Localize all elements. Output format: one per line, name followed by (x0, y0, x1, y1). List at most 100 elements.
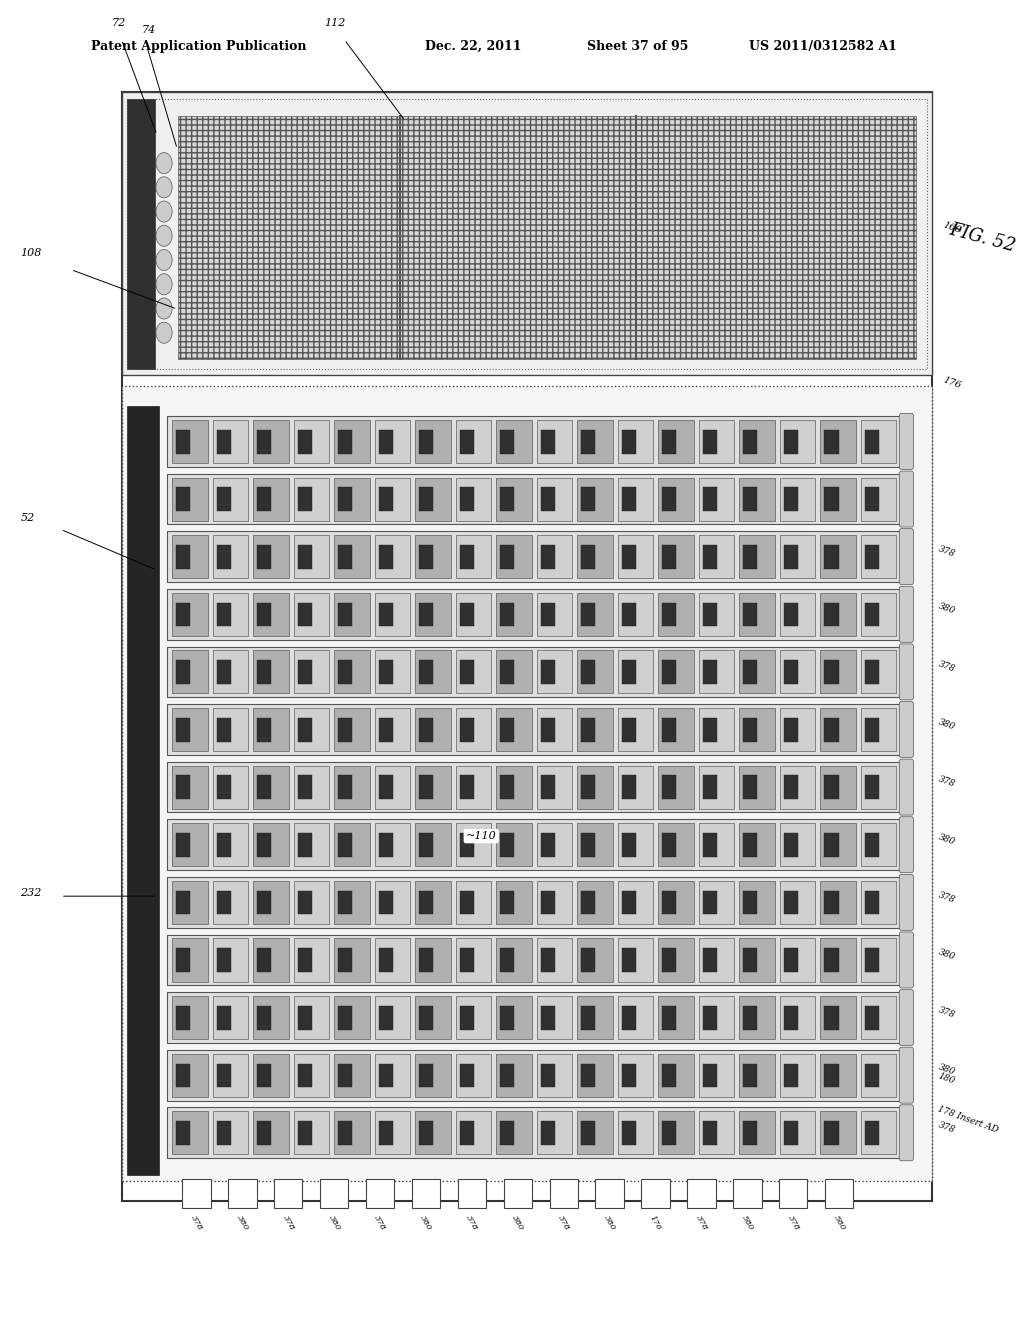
Bar (334, 478, 370, 520)
Bar (419, 660, 433, 684)
Bar (419, 833, 433, 857)
Bar (663, 891, 677, 915)
Bar (415, 651, 451, 693)
Bar (217, 1064, 230, 1088)
Bar (338, 948, 352, 972)
Bar (743, 891, 758, 915)
Bar (739, 535, 775, 578)
Bar (460, 430, 474, 454)
Bar (622, 833, 636, 857)
Bar (334, 997, 370, 1039)
Bar (537, 593, 572, 636)
Bar (698, 535, 734, 578)
Bar (780, 478, 815, 520)
Bar (780, 535, 815, 578)
Text: 176: 176 (942, 375, 963, 391)
Bar (213, 939, 248, 982)
FancyBboxPatch shape (899, 586, 913, 643)
Bar (172, 939, 208, 982)
Bar (122, 92, 932, 1201)
Bar (460, 603, 474, 627)
Bar (622, 1006, 636, 1030)
Bar (176, 833, 190, 857)
Bar (294, 997, 330, 1039)
Bar (541, 1064, 555, 1088)
Bar (298, 718, 312, 742)
Bar (663, 775, 677, 799)
Bar (456, 997, 492, 1039)
Bar (702, 1064, 717, 1088)
Bar (865, 1121, 879, 1144)
Text: 580: 580 (831, 1214, 847, 1233)
Bar (501, 833, 514, 857)
Bar (213, 1053, 248, 1097)
Bar (257, 1064, 271, 1088)
Bar (501, 891, 514, 915)
Bar (537, 478, 572, 520)
Bar (458, 1179, 486, 1208)
Bar (820, 1111, 856, 1155)
Bar (178, 116, 916, 359)
Bar (578, 1111, 613, 1155)
Bar (379, 891, 393, 915)
Text: 380: 380 (937, 833, 956, 846)
Bar (865, 775, 879, 799)
Text: 108: 108 (20, 248, 42, 259)
Bar (172, 766, 208, 809)
Bar (497, 939, 531, 982)
Bar (419, 1121, 433, 1144)
Bar (541, 603, 555, 627)
Bar (497, 880, 531, 924)
Bar (698, 1053, 734, 1097)
Bar (415, 593, 451, 636)
Bar (820, 939, 856, 982)
Bar (419, 1006, 433, 1030)
Bar (622, 775, 636, 799)
Bar (820, 420, 856, 463)
FancyBboxPatch shape (899, 413, 913, 470)
Bar (783, 603, 798, 627)
Bar (294, 535, 330, 578)
Bar (217, 660, 230, 684)
Bar (298, 775, 312, 799)
Bar (294, 880, 330, 924)
Bar (617, 535, 653, 578)
Bar (497, 766, 531, 809)
Text: Dec. 22, 2011: Dec. 22, 2011 (425, 40, 522, 53)
Bar (176, 660, 190, 684)
Bar (658, 1053, 694, 1097)
Bar (861, 997, 896, 1039)
Text: 380: 380 (602, 1214, 617, 1233)
Bar (739, 939, 775, 982)
Bar (298, 1064, 312, 1088)
Bar (702, 1121, 717, 1144)
Bar (582, 1121, 596, 1144)
Bar (743, 545, 758, 569)
Bar (663, 833, 677, 857)
Bar (415, 880, 451, 924)
Bar (501, 430, 514, 454)
Bar (415, 420, 451, 463)
Bar (582, 430, 596, 454)
Bar (415, 939, 451, 982)
Bar (379, 1121, 393, 1144)
Bar (663, 1121, 677, 1144)
Bar (379, 948, 393, 972)
Bar (578, 1053, 613, 1097)
Bar (582, 1006, 596, 1030)
Bar (127, 99, 155, 368)
Bar (167, 704, 911, 755)
Bar (617, 651, 653, 693)
Bar (739, 880, 775, 924)
Text: 378: 378 (937, 1121, 956, 1135)
Bar (456, 880, 492, 924)
Text: 72: 72 (112, 18, 126, 29)
Bar (663, 718, 677, 742)
Bar (497, 997, 531, 1039)
Bar (338, 487, 352, 511)
Bar (658, 708, 694, 751)
Bar (537, 766, 572, 809)
Bar (743, 1121, 758, 1144)
Bar (298, 487, 312, 511)
Bar (658, 420, 694, 463)
